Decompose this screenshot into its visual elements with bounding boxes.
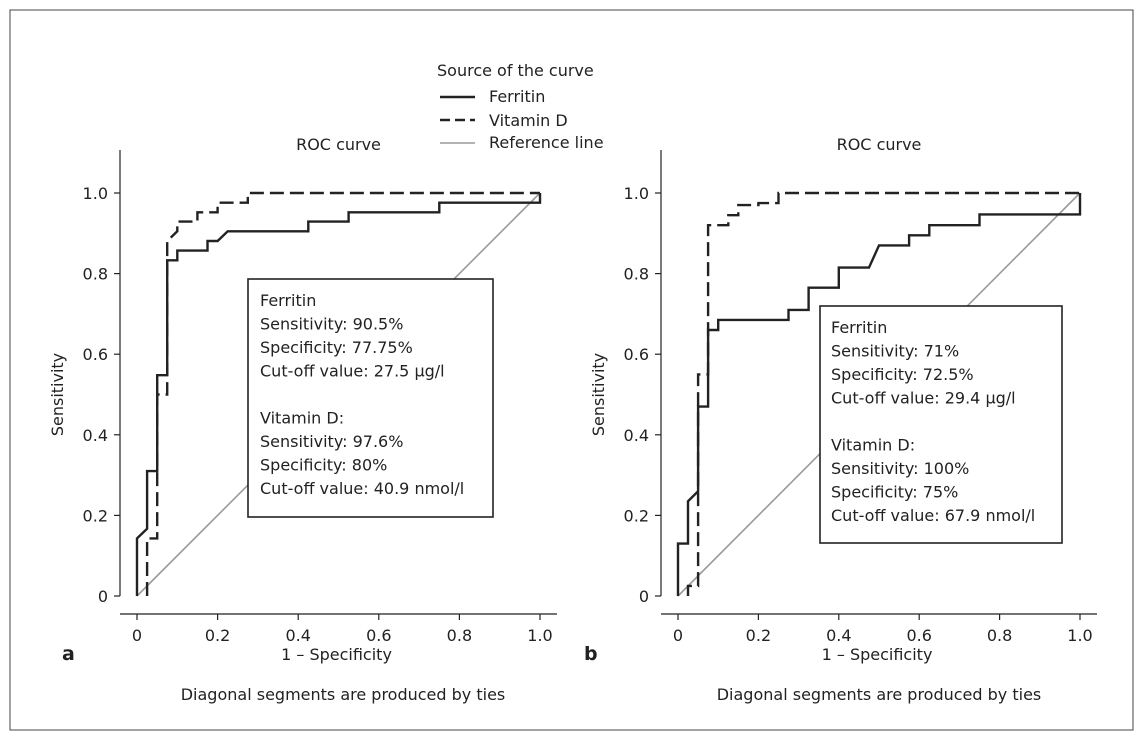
y-tick-label-b: 0.6 (624, 345, 649, 364)
chart-title-b: ROC curve (837, 135, 922, 154)
x-tick-label-b: 0.2 (746, 626, 771, 645)
x-tick-label-a: 0.4 (285, 626, 310, 645)
annotation-line-b: Cut-off value: 29.4 µg/l (831, 389, 1016, 408)
annotation-line-b: Specificity: 72.5% (831, 365, 974, 384)
y-tick-label-a: 0 (98, 587, 108, 606)
x-tick-label-a: 0.8 (447, 626, 472, 645)
x-axis-label-a: 1 – Specificity (281, 645, 392, 664)
y-tick-label-a: 0.6 (83, 345, 108, 364)
y-axis-label-b: Sensitivity (589, 353, 608, 436)
x-tick-label-b: 0.6 (906, 626, 931, 645)
x-tick-label-b: 1.0 (1067, 626, 1092, 645)
y-tick-label-a: 0.4 (83, 426, 108, 445)
annotation-line-a: Sensitivity: 90.5% (260, 315, 403, 334)
y-tick-label-a: 0.2 (83, 506, 108, 525)
y-tick-label-b: 0 (639, 587, 649, 606)
annotation-line-a: Sensitivity: 97.6% (260, 432, 403, 451)
footnote-b: Diagonal segments are produced by ties (717, 685, 1042, 704)
chart-panel-b: 0 0.2 0.4 0.6 0.8 1.0 0 0.2 0.4 0.6 0.8 1.0 ROC curv… (584, 135, 1097, 665)
x-tick-label-a: 0.2 (205, 626, 230, 645)
annotation-box-b (819, 305, 1063, 544)
chart-title-a: ROC curve (296, 135, 381, 154)
y-tick-label-b: 1.0 (624, 184, 649, 203)
legend-label-ferritin: Ferritin (489, 87, 545, 106)
x-tick-label-b: 0 (673, 626, 683, 645)
annotation-line-b: Vitamin D: (831, 436, 915, 455)
annotation-line-a: Vitamin D: (260, 409, 344, 428)
y-tick-label-a: 0.8 (83, 265, 108, 284)
y-tick-label-b: 0.4 (624, 426, 649, 445)
x-tick-label-a: 0 (132, 626, 142, 645)
x-tick-label-a: 1.0 (527, 626, 552, 645)
panel-label-a: a (62, 643, 75, 665)
annotation-line-a: Cut-off value: 40.9 nmol/l (260, 479, 464, 498)
legend-title: Source of the curve (437, 61, 594, 80)
x-tick-label-b: 0.8 (987, 626, 1012, 645)
legend-label-reference: Reference line (489, 133, 604, 152)
annotation-line-b: Sensitivity: 100% (831, 459, 969, 478)
legend-label-vitamin-d: Vitamin D (489, 111, 568, 130)
annotation-line-b: Cut-off value: 67.9 nmol/l (831, 506, 1035, 525)
legend: Source of the curve Ferritin Vitamin D R… (437, 61, 604, 152)
annotation-line-b: Ferritin (831, 318, 887, 337)
series-line-ferritin-b (676, 193, 1082, 596)
annotation-line-b: Specificity: 75% (831, 483, 958, 502)
chart-panel-a: 0 0.2 0.4 0.6 0.8 1.0 0 0.2 0.4 0.6 0.8 1.0 ROC curv… (48, 135, 557, 665)
panel-label-b: b (584, 643, 598, 665)
series-line-ferritin-a (135, 193, 542, 596)
annotation-line-a: Ferritin (260, 291, 316, 310)
x-tick-label-b: 0.4 (826, 626, 851, 645)
y-tick-label-b: 0.2 (624, 506, 649, 525)
annotation-line-a: Specificity: 77.75% (260, 338, 413, 357)
annotation-line-a: Specificity: 80% (260, 456, 387, 475)
x-tick-label-a: 0.6 (366, 626, 391, 645)
series-line-vitamin-d-b (686, 191, 1080, 596)
annotation-line-a: Cut-off value: 27.5 µg/l (260, 362, 445, 381)
annotation-box-a (247, 278, 494, 518)
y-axis-label-a: Sensitivity (48, 353, 67, 436)
y-tick-label-b: 0.8 (624, 265, 649, 284)
y-tick-label-a: 1.0 (83, 184, 108, 203)
x-axis-label-b: 1 – Specificity (822, 645, 933, 664)
annotation-line-b: Sensitivity: 71% (831, 342, 959, 361)
footnote-a: Diagonal segments are produced by ties (181, 685, 506, 704)
